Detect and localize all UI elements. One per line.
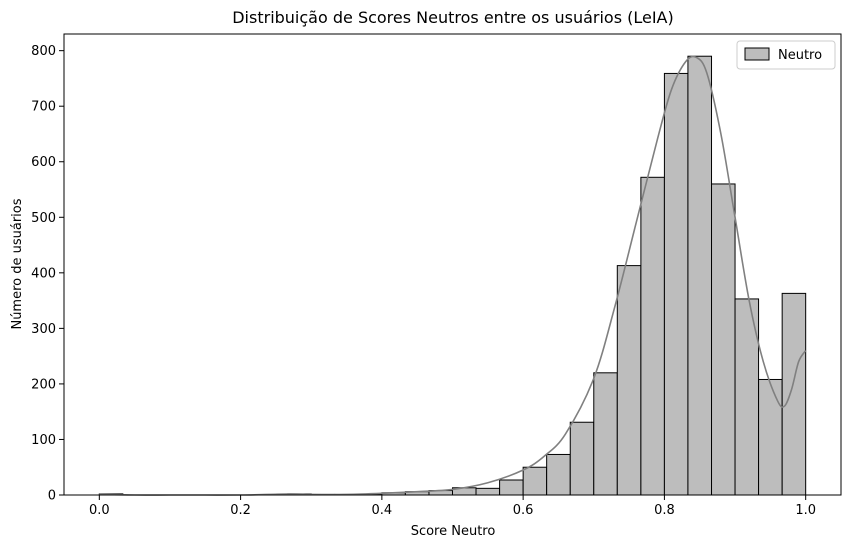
y-tick-label: 800 xyxy=(31,44,56,59)
y-axis-ticks: 0 100 200 300 400 500 600 700 800 xyxy=(31,44,64,504)
plot-frame xyxy=(63,33,842,496)
histogram-bar xyxy=(569,421,595,496)
y-tick-label: 700 xyxy=(31,100,56,115)
histogram-bar xyxy=(616,265,642,496)
legend-swatch xyxy=(744,47,770,61)
y-tick-label: 200 xyxy=(31,377,56,392)
histogram-bar xyxy=(663,72,689,496)
y-tick-label: 400 xyxy=(31,266,56,281)
histogram-bar xyxy=(546,453,571,496)
x-tick-label: 0.6 xyxy=(513,503,534,518)
histogram-bar xyxy=(781,292,807,496)
histogram-bar xyxy=(711,183,736,496)
y-tick-label: 500 xyxy=(31,211,56,226)
y-tick-label: 100 xyxy=(31,433,56,448)
kde-curve xyxy=(99,55,807,496)
x-tick-label: 0.0 xyxy=(89,503,110,518)
bars-group xyxy=(98,55,807,496)
legend-label-neutro: Neutro xyxy=(778,48,822,63)
histogram-bar xyxy=(522,466,548,496)
x-tick-label: 0.4 xyxy=(372,503,393,518)
y-axis-label: Número de usuários xyxy=(10,198,25,329)
histogram-bar xyxy=(593,372,618,496)
histogram-bar xyxy=(499,479,524,496)
y-tick-label: 0 xyxy=(48,489,56,504)
histogram-bar xyxy=(475,487,501,496)
histogram-bar xyxy=(758,378,783,496)
x-tick-label: 0.8 xyxy=(654,503,675,518)
x-tick-label: 1.0 xyxy=(795,503,816,518)
y-tick-label: 300 xyxy=(31,322,56,337)
histogram-bar xyxy=(687,55,713,496)
legend: Neutro xyxy=(736,40,836,70)
x-axis-ticks: 0.0 0.2 0.4 0.6 0.8 1.0 xyxy=(89,495,816,518)
chart-title: Distribuição de Scores Neutros entre os … xyxy=(232,8,674,27)
x-tick-label: 0.2 xyxy=(230,503,251,518)
y-tick-label: 600 xyxy=(31,155,56,170)
histogram-bar xyxy=(640,176,665,496)
x-axis-label: Score Neutro xyxy=(411,524,496,539)
